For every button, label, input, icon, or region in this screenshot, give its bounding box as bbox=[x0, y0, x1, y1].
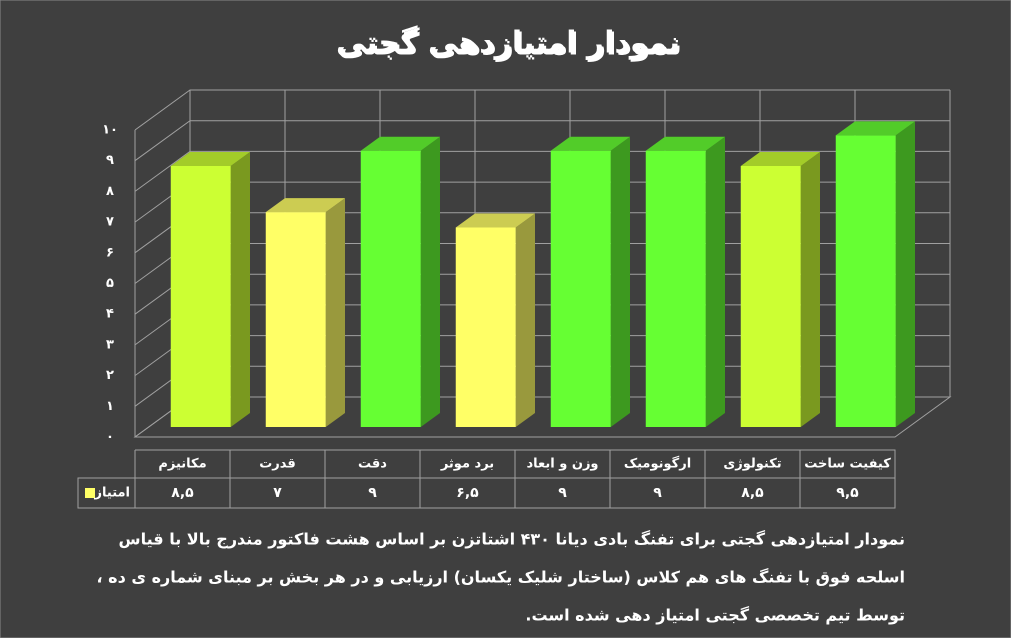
title-shadow: نمودار امتیازدهی گجتی bbox=[338, 27, 682, 63]
value-label: ۹ bbox=[558, 485, 567, 501]
x-tick-label: قدرت bbox=[259, 457, 296, 472]
bar-top bbox=[550, 136, 630, 151]
caption-line: توسط تیم تخصصی گجتی امتیاز دهی شده است. bbox=[525, 606, 905, 625]
grid-line bbox=[134, 120, 950, 162]
bar-top bbox=[265, 198, 345, 213]
grid-line bbox=[134, 89, 950, 131]
bar bbox=[170, 166, 231, 428]
bar bbox=[835, 135, 896, 427]
value-label: ۹ bbox=[368, 485, 377, 501]
bar-side bbox=[800, 152, 820, 428]
bar-top bbox=[835, 121, 915, 136]
bar-side bbox=[230, 152, 250, 428]
bar bbox=[360, 150, 421, 427]
bar-top bbox=[645, 136, 725, 151]
caption-line: اسلحه فوق با تفنگ های هم کلاس (ساختار شل… bbox=[97, 568, 906, 587]
y-tick-label: ۶ bbox=[106, 245, 114, 260]
value-label: ۸,۵ bbox=[741, 485, 764, 501]
bar bbox=[455, 227, 516, 427]
bar-side bbox=[325, 198, 345, 427]
x-tick-label: وزن و ابعاد bbox=[526, 457, 598, 472]
x-tick-label: دقت bbox=[358, 457, 387, 472]
x-tick-label: ارگونومیک bbox=[624, 456, 691, 472]
bar-side bbox=[610, 136, 630, 427]
value-label: ۷ bbox=[273, 485, 282, 501]
bar bbox=[550, 150, 611, 427]
legend-label: امتیاز bbox=[94, 486, 130, 501]
y-tick-label: ۲ bbox=[106, 368, 114, 383]
value-label: ۶,۵ bbox=[456, 485, 479, 501]
y-tick-label: ۸ bbox=[106, 184, 114, 199]
x-tick-label: برد موثر bbox=[440, 457, 494, 472]
bar-top bbox=[170, 152, 250, 167]
y-tick-label: ۴ bbox=[106, 307, 114, 322]
bar bbox=[265, 212, 326, 427]
y-tick-label: ۳ bbox=[106, 337, 114, 352]
bar-top bbox=[360, 136, 440, 151]
y-tick-label: ۹ bbox=[106, 153, 114, 168]
caption-line: نمودار امتیازدهی گجتی برای تفنگ بادی دیا… bbox=[119, 530, 905, 549]
y-tick-label: ۱ bbox=[106, 399, 114, 414]
bar-side bbox=[705, 136, 725, 427]
y-tick-label: ٠ bbox=[106, 430, 114, 445]
chart-title: نمودار امتیازدهی گجتی bbox=[336, 25, 680, 61]
value-label: ۸,۵ bbox=[171, 485, 194, 501]
x-tick-label: تکنولوژی bbox=[723, 457, 781, 472]
y-tick-label: ۷ bbox=[106, 215, 114, 230]
x-tick-label: مکانیزم bbox=[158, 457, 206, 472]
y-tick-label: ۵ bbox=[106, 276, 114, 291]
bar-side bbox=[515, 213, 535, 427]
legend-swatch bbox=[85, 488, 95, 498]
x-tick-label: کیفیت ساخت bbox=[804, 457, 891, 472]
bar-side bbox=[895, 121, 915, 427]
value-label: ۹,۵ bbox=[836, 485, 859, 501]
y-tick-label: ۱۰ bbox=[102, 123, 118, 138]
bar-top bbox=[455, 213, 535, 228]
value-label: ۹ bbox=[653, 485, 662, 501]
bar bbox=[645, 150, 706, 427]
bar-top bbox=[740, 152, 820, 167]
bar-side bbox=[420, 136, 440, 427]
bar bbox=[740, 166, 801, 428]
